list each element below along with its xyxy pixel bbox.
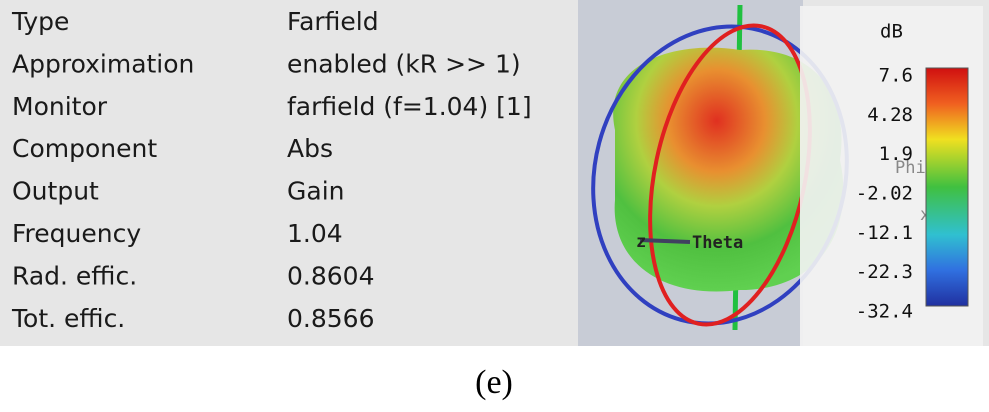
property-value: Farfield [287,7,379,36]
property-value: Gain [287,177,344,206]
property-list: Type Farfield Approximation enabled (kR >> … [11,7,532,333]
property-label: Rad. effic. [12,261,137,290]
caption: (e) [475,364,513,401]
colorbar [925,67,969,307]
farfield-view: z Theta [578,0,849,346]
axis-label: x [920,205,930,225]
colorbar-label: 4.28 [867,104,913,126]
property-label: Output [12,177,99,206]
property-value: 0.8566 [287,304,374,333]
property-label: Tot. effic. [11,304,125,333]
property-value: enabled (kR >> 1) [287,49,521,78]
colorbar-label: -12.1 [856,222,913,244]
axis-line [639,238,691,244]
colorbar-label: -22.3 [856,261,913,283]
colorbar-label: -32.4 [856,301,913,323]
axis-label: Theta [692,233,743,253]
property-value: Abs [287,134,333,163]
axis-label: z [636,232,646,252]
property-label: Type [11,7,69,36]
property-label: Component [12,134,157,163]
axis-label: Phi [895,158,926,178]
property-label: Approximation [12,49,194,78]
colorbar-label: 7.6 [879,65,913,87]
colorbar-unit: dB [880,21,903,43]
property-value: 0.8604 [287,261,374,290]
property-value: 1.04 [287,219,343,248]
colorbar-labels: 7.6 4.28 1.9 -2.02 -12.1 -22.3 -32.4 [856,65,913,323]
property-value: farfield (f=1.04) [1] [287,92,532,121]
property-label: Frequency [12,219,141,248]
colorbar-label: 1.9 [879,143,913,165]
property-label: Monitor [12,92,108,121]
colorbar-label: -2.02 [856,183,913,205]
